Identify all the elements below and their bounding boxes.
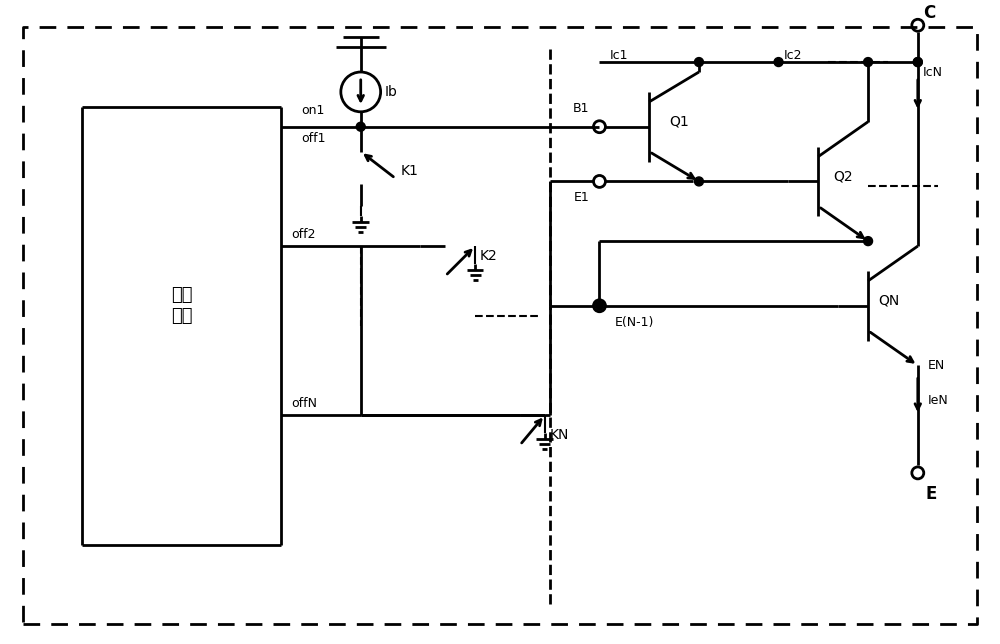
Text: Ic1: Ic1	[609, 49, 628, 62]
Text: on1: on1	[301, 104, 324, 117]
Text: KN: KN	[550, 428, 569, 442]
Text: Ib: Ib	[385, 85, 397, 99]
Text: E(N-1): E(N-1)	[614, 316, 654, 328]
Circle shape	[913, 57, 922, 66]
Circle shape	[864, 236, 873, 245]
Circle shape	[694, 57, 703, 66]
Text: E1: E1	[574, 191, 590, 204]
Text: Q1: Q1	[669, 115, 689, 129]
Circle shape	[356, 122, 365, 131]
Text: B1: B1	[573, 102, 590, 115]
Circle shape	[595, 301, 604, 310]
Text: off1: off1	[301, 131, 326, 145]
Text: EN: EN	[928, 359, 945, 372]
Text: QN: QN	[878, 294, 899, 308]
Text: offN: offN	[291, 397, 317, 410]
Circle shape	[913, 57, 922, 66]
Text: 逻辑
电路: 逻辑 电路	[171, 287, 192, 325]
Circle shape	[694, 177, 703, 186]
Text: Q2: Q2	[833, 169, 853, 184]
Text: K2: K2	[480, 249, 498, 263]
Text: IcN: IcN	[923, 66, 943, 79]
Circle shape	[864, 57, 873, 66]
Circle shape	[774, 57, 783, 66]
Text: K1: K1	[401, 164, 418, 178]
Text: IeN: IeN	[928, 393, 948, 407]
Text: E: E	[926, 485, 937, 503]
Text: Ic2: Ic2	[784, 49, 802, 62]
Text: C: C	[923, 5, 935, 23]
Text: off2: off2	[291, 228, 316, 241]
